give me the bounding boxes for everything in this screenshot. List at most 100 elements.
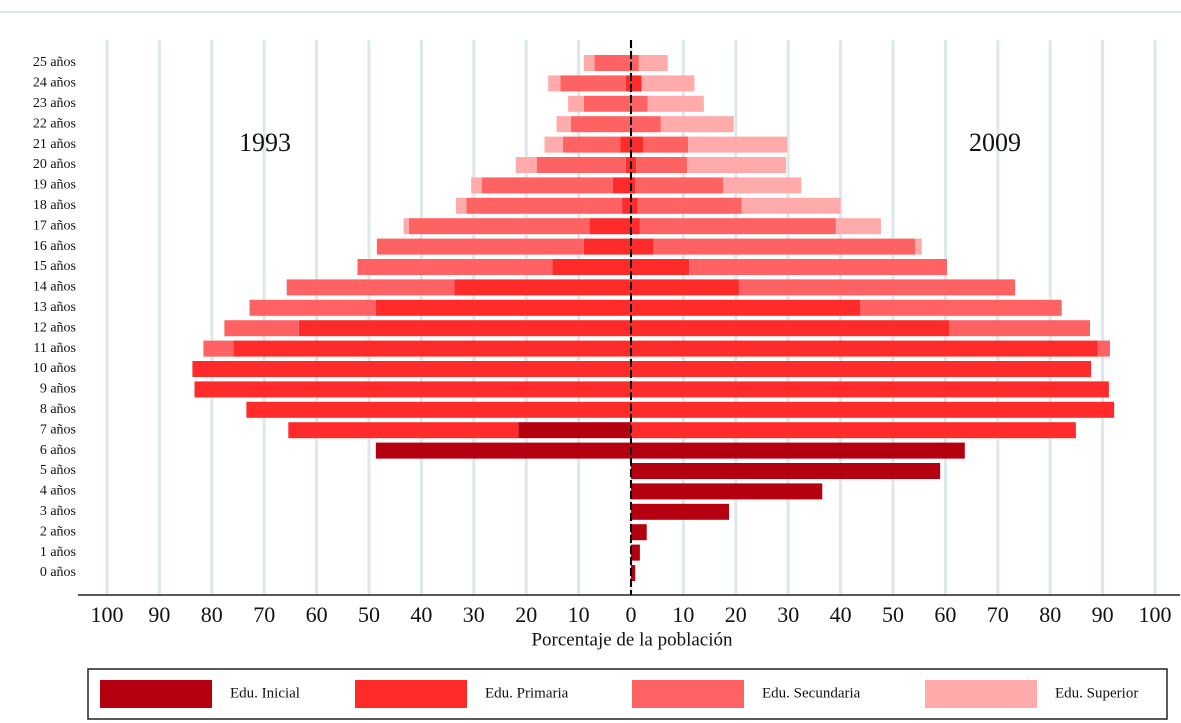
y-tick-label: 7 años: [40, 422, 76, 437]
y-tick-label: 14 años: [33, 280, 76, 295]
legend-label: Edu. Superior: [1055, 685, 1138, 701]
bar: [631, 320, 950, 337]
bar: [647, 95, 704, 112]
x-tick-label: 60: [306, 602, 328, 627]
y-tick-label: 18 años: [33, 198, 76, 213]
y-tick-label: 9 años: [40, 382, 76, 397]
bar: [631, 340, 1098, 357]
side-label: 2009: [969, 128, 1021, 157]
bar: [637, 197, 742, 214]
x-tick-label: 80: [201, 602, 223, 627]
bar: [375, 299, 631, 316]
x-tick-label: 20: [515, 602, 537, 627]
x-tick-label: 50: [358, 602, 380, 627]
x-tick-label: 70: [987, 602, 1009, 627]
x-tick-label: 40: [830, 602, 852, 627]
bar: [249, 299, 376, 316]
bar: [544, 136, 563, 153]
x-tick-label: 90: [1092, 602, 1114, 627]
bar: [233, 340, 631, 357]
bar: [357, 259, 553, 275]
y-tick-label: 5 años: [40, 463, 76, 478]
bar: [224, 320, 299, 337]
bar: [631, 197, 638, 214]
bar: [631, 259, 690, 275]
bar: [631, 136, 644, 153]
legend-swatch: [632, 680, 744, 708]
bar: [1097, 340, 1110, 357]
bar: [689, 259, 947, 275]
x-tick-label: 0: [626, 602, 637, 627]
x-tick-label: 100: [1139, 602, 1172, 627]
bar: [403, 218, 409, 235]
x-tick-label: 30: [463, 602, 485, 627]
y-tick-label: 2 años: [40, 524, 76, 539]
bar: [518, 422, 631, 439]
bar: [466, 197, 623, 214]
bar: [631, 218, 640, 235]
y-tick-label: 21 años: [33, 137, 76, 152]
bar: [631, 483, 823, 500]
bar: [653, 238, 916, 255]
bar: [408, 218, 590, 235]
x-axis-label: Porcentaje de la población: [531, 629, 733, 650]
x-tick-label: 80: [1039, 602, 1061, 627]
legend-label: Edu. Primaria: [485, 685, 569, 701]
bar: [556, 116, 571, 133]
bar: [631, 381, 1109, 398]
bar: [583, 238, 631, 255]
x-tick-label: 10: [568, 602, 590, 627]
bar: [625, 157, 631, 173]
legend-swatch: [925, 680, 1037, 708]
bar: [583, 55, 595, 71]
bar: [723, 177, 802, 194]
bar: [915, 238, 922, 255]
bar: [515, 157, 537, 173]
bar: [631, 157, 637, 173]
bar: [552, 259, 631, 275]
y-tick-label: 11 años: [33, 341, 76, 356]
bar: [631, 177, 636, 194]
y-tick-label: 17 años: [33, 218, 76, 233]
bar: [286, 279, 455, 296]
x-tick-label: 30: [777, 602, 799, 627]
y-tick-label: 20 años: [33, 157, 76, 172]
y-tick-label: 12 años: [33, 320, 76, 335]
bar: [638, 55, 668, 71]
bar: [454, 279, 631, 296]
bar: [631, 503, 729, 520]
y-tick-label: 8 años: [40, 402, 76, 417]
bar: [455, 197, 467, 214]
bar: [548, 75, 561, 92]
y-tick-label: 23 años: [33, 96, 76, 111]
bar: [631, 238, 654, 255]
bar: [203, 340, 234, 357]
x-tick-label: 70: [253, 602, 275, 627]
bar: [562, 136, 621, 153]
bar: [620, 136, 631, 153]
y-tick-label: 10 años: [33, 361, 76, 376]
bar: [589, 218, 631, 235]
bar: [639, 218, 836, 235]
bar: [481, 177, 613, 194]
side-label: 1993: [239, 128, 291, 157]
bar: [631, 401, 1115, 418]
bar: [625, 75, 631, 92]
bar: [741, 197, 841, 214]
bar: [660, 116, 734, 133]
bar: [376, 238, 584, 255]
bar: [594, 55, 631, 71]
bar: [536, 157, 626, 173]
y-tick-label: 13 años: [33, 300, 76, 315]
x-tick-label: 60: [934, 602, 956, 627]
bar: [570, 116, 631, 133]
bar: [631, 95, 648, 112]
bar: [643, 136, 689, 153]
bar: [631, 463, 941, 479]
y-tick-label: 16 años: [33, 239, 76, 254]
y-tick-label: 24 años: [33, 76, 76, 91]
bar: [688, 136, 788, 153]
legend-label: Edu. Secundaria: [762, 685, 861, 701]
bar: [631, 279, 739, 296]
